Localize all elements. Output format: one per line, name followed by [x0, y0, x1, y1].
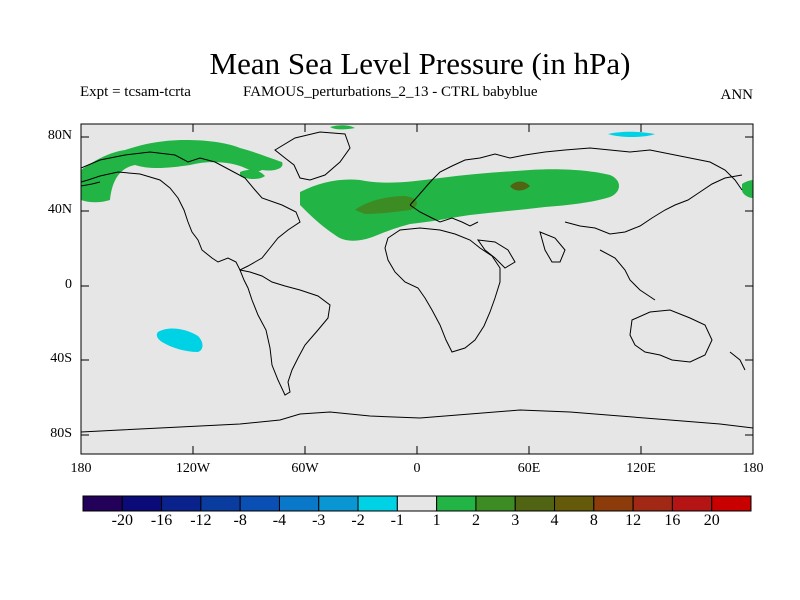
- map-title: Mean Sea Level Pressure (in hPa): [209, 46, 631, 81]
- colorbar-swatch: [514, 495, 556, 512]
- colorbar-swatch: [396, 495, 438, 512]
- colorbar-swatch: [161, 495, 202, 512]
- colorbar-swatch: [121, 495, 163, 512]
- colorbar-swatch: [357, 495, 398, 512]
- experiment-label: Expt = tcsam-tcrta: [80, 84, 191, 100]
- colorbar-label: 2: [471, 512, 480, 529]
- lat-ticks: [81, 136, 753, 436]
- anomaly-region-eurasia-atlantic: [300, 169, 619, 241]
- lat-label-0: 0: [65, 277, 72, 292]
- lat-label-80s: 80S: [50, 426, 72, 441]
- lon-label-120w: 120W: [175, 461, 211, 476]
- lon-label-60e: 60E: [517, 461, 541, 476]
- colorbar-label: 4: [550, 512, 559, 529]
- colorbar-label: 20: [703, 512, 720, 529]
- colorbar-label: -8: [233, 512, 247, 529]
- colorbar-label: 1: [432, 512, 441, 529]
- colorbar-swatch: [239, 495, 280, 512]
- colorbar-label: 8: [589, 512, 598, 529]
- anomaly-region-russia-strong: [510, 181, 530, 191]
- colorbar-label: -16: [150, 512, 173, 529]
- colorbar-label: -1: [390, 512, 404, 529]
- season-label: ANN: [720, 87, 754, 103]
- colorbar-swatch: [711, 495, 752, 512]
- colorbar-swatch: [475, 495, 516, 512]
- colorbar-swatch: [318, 495, 359, 512]
- lon-label-120e: 120E: [626, 461, 656, 476]
- colorbar-swatch: [278, 495, 320, 512]
- lat-label-40n: 40N: [47, 202, 72, 217]
- lon-label-180e: 180: [742, 461, 764, 476]
- colorbar-swatch: [82, 495, 123, 512]
- anomaly-region-south-pacific: [156, 328, 203, 352]
- colorbar-label: 3: [511, 512, 520, 529]
- anomaly-region-arctic-small: [330, 125, 355, 130]
- colorbar-label: -2: [351, 512, 365, 529]
- colorbar-label: -3: [312, 512, 326, 529]
- anomaly-region-north-america-arctic: [81, 140, 283, 203]
- colorbar: [82, 495, 752, 512]
- colorbar-swatch: [436, 495, 477, 512]
- coastlines: [81, 131, 753, 433]
- colorbar-label: 12: [625, 512, 642, 529]
- lon-label-60w: 60W: [291, 461, 319, 476]
- anomaly-region-arctic-siberia: [608, 131, 655, 137]
- colorbar-swatch: [593, 495, 634, 512]
- colorbar-label: -4: [272, 512, 287, 529]
- colorbar-swatch: [200, 495, 241, 512]
- anomaly-region-europe-strong: [355, 196, 417, 214]
- lon-ticks: [192, 124, 642, 454]
- colorbar-swatch: [632, 495, 673, 512]
- colorbar-label: -20: [111, 512, 133, 529]
- lon-label-180w: 180: [70, 461, 92, 476]
- colorbar-label: 16: [664, 512, 681, 529]
- lat-label-40s: 40S: [50, 351, 72, 366]
- anomaly-region-greenland: [240, 169, 265, 179]
- colorbar-label: -12: [190, 512, 212, 529]
- lon-label-0: 0: [413, 461, 421, 476]
- anomaly-region-pacific-east: [742, 180, 753, 198]
- colorbar-swatch: [554, 495, 595, 512]
- description-label: FAMOUS_perturbations_2_13 - CTRL babyblu…: [243, 84, 538, 100]
- colorbar-swatch: [671, 495, 713, 512]
- lat-label-80n: 80N: [47, 128, 72, 143]
- map-background: [81, 124, 753, 454]
